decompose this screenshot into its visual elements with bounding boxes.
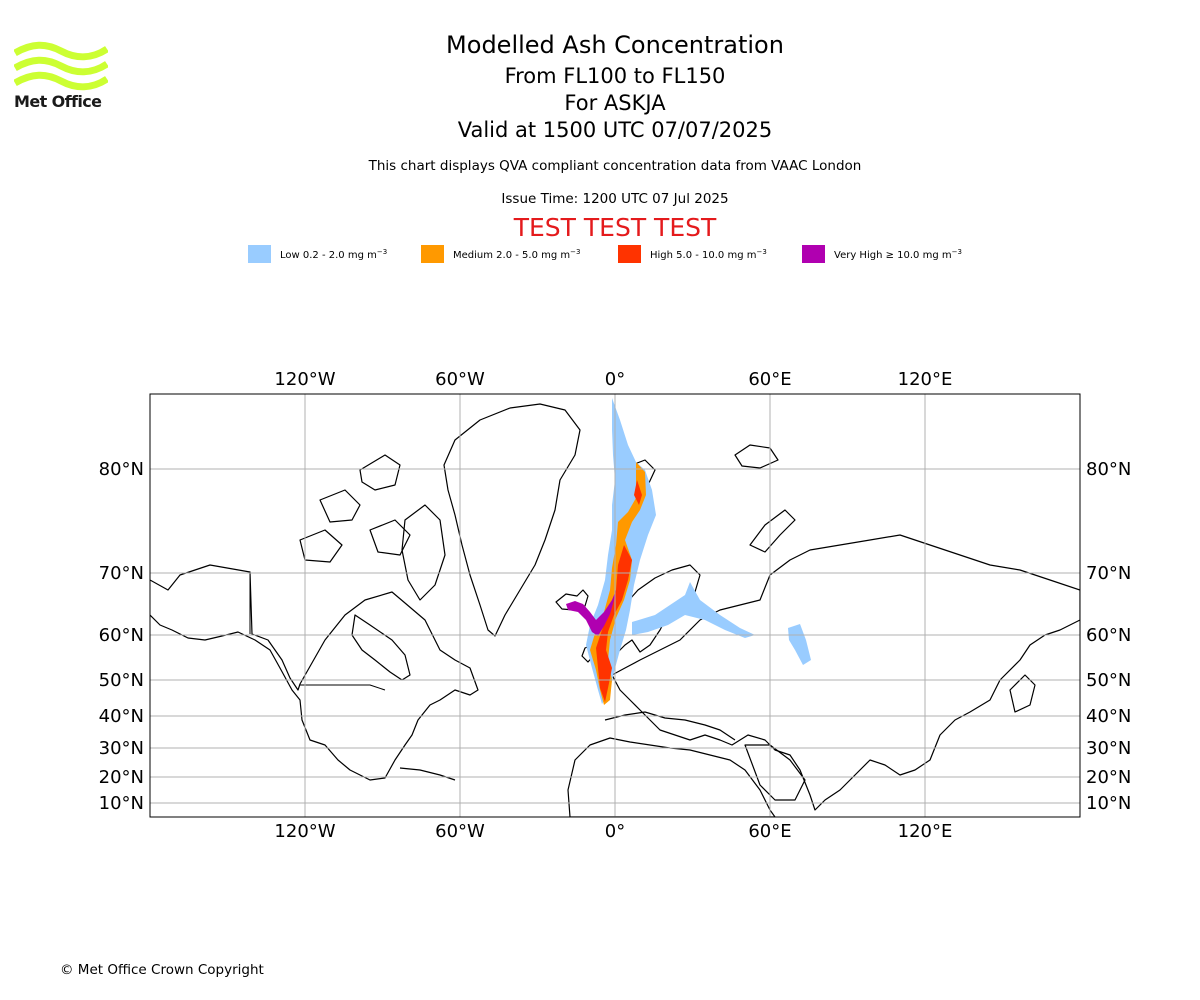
coast-mediterranean — [604, 711, 736, 741]
coast-greenland — [443, 403, 581, 637]
legend-item-very-high: Very High ≥ 10.0 mg m−3 — [802, 244, 962, 264]
border-us-canada — [300, 684, 386, 691]
met-office-logo — [14, 41, 108, 91]
legend-item-low: Low 0.2 - 2.0 mg m−3 — [248, 244, 387, 264]
coast-arctic-islands-1 — [319, 489, 361, 523]
legend-swatch-medium — [421, 245, 444, 263]
lat-label-left-30n: 30°N — [99, 738, 144, 759]
coastlines — [150, 403, 1080, 817]
lon-label-bottom-0: 0° — [605, 821, 625, 842]
lat-label-right-10n: 10°N — [1086, 793, 1131, 814]
legend-label-medium: Medium 2.0 - 5.0 mg m−3 — [453, 247, 581, 261]
ash-low-east — [632, 582, 755, 638]
coast-baffin — [401, 504, 446, 601]
lat-label-left-40n: 40°N — [99, 706, 144, 727]
lat-label-right-40n: 40°N — [1086, 706, 1131, 727]
coast-novaya-zemlya — [749, 509, 796, 553]
valid-time: Valid at 1500 UTC 07/07/2025 — [457, 118, 773, 142]
lat-label-left-10n: 10°N — [99, 793, 144, 814]
coast-hudson-bay — [351, 614, 411, 681]
lon-label-top-120e: 120°E — [898, 369, 953, 390]
lat-label-left-50n: 50°N — [99, 670, 144, 691]
issue-time: Issue Time: 1200 UTC 07 Jul 2025 — [501, 191, 729, 207]
ash-high-north — [634, 480, 642, 505]
lat-label-left-60n: 60°N — [99, 625, 144, 646]
lat-label-right-80n: 80°N — [1086, 459, 1131, 480]
legend-label-very-high: Very High ≥ 10.0 mg m−3 — [834, 247, 962, 261]
lat-label-left-20n: 20°N — [99, 767, 144, 788]
lon-label-bottom-120w: 120°W — [274, 821, 335, 842]
lat-label-right-60n: 60°N — [1086, 625, 1131, 646]
volcano-name: For ASKJA — [564, 91, 666, 115]
coast-iceland — [555, 589, 589, 611]
coast-arctic-islands-4 — [369, 519, 411, 556]
legend-label-high: High 5.0 - 10.0 mg m−3 — [650, 247, 767, 261]
lat-label-right-20n: 20°N — [1086, 767, 1131, 788]
ash-very-high — [566, 590, 616, 636]
coast-arctic-islands-2 — [359, 454, 401, 491]
lat-label-left-70n: 70°N — [99, 563, 144, 584]
compliance-note: This chart displays QVA compliant concen… — [368, 158, 862, 174]
map-frame — [149, 393, 1081, 818]
lon-label-top-0: 0° — [605, 369, 625, 390]
lon-label-bottom-60w: 60°W — [435, 821, 485, 842]
coast-japan — [1009, 674, 1036, 713]
lon-label-bottom-60e: 60°E — [748, 821, 791, 842]
coast-caribbean — [399, 767, 456, 781]
gridlines — [150, 394, 1080, 817]
lat-label-right-50n: 50°N — [1086, 670, 1131, 691]
copyright: © Met Office Crown Copyright — [60, 962, 264, 978]
ash-plume — [566, 398, 811, 705]
chart-title: Modelled Ash Concentration — [446, 31, 784, 59]
lat-label-right-70n: 70°N — [1086, 563, 1131, 584]
coast-north-america — [150, 564, 479, 781]
coast-africa — [567, 737, 776, 817]
legend-item-medium: Medium 2.0 - 5.0 mg m−3 — [421, 244, 580, 264]
legend-item-high: High 5.0 - 10.0 mg m−3 — [618, 244, 767, 264]
lat-label-left-80n: 80°N — [99, 459, 144, 480]
ash-low-ural — [788, 624, 811, 665]
legend-swatch-very-high — [802, 245, 825, 263]
lon-label-top-120w: 120°W — [274, 369, 335, 390]
coast-arctic-islands-3 — [299, 529, 343, 563]
lon-label-top-60e: 60°E — [748, 369, 791, 390]
logo-waves — [14, 41, 108, 91]
legend-label-low: Low 0.2 - 2.0 mg m−3 — [280, 247, 388, 261]
map-canvas — [150, 394, 1080, 817]
legend-swatch-high — [618, 245, 641, 263]
lon-label-bottom-120e: 120°E — [898, 821, 953, 842]
logo-text: Met Office — [14, 92, 102, 111]
lat-label-right-30n: 30°N — [1086, 738, 1131, 759]
coast-franz-josef — [734, 444, 779, 469]
test-banner: TEST TEST TEST — [513, 213, 717, 242]
coast-eurasia — [611, 534, 1080, 811]
legend-swatch-low — [248, 245, 271, 263]
ash-high-main — [596, 545, 632, 702]
flight-levels: From FL100 to FL150 — [504, 64, 726, 88]
coast-arabia — [744, 744, 806, 801]
lon-label-top-60w: 60°W — [435, 369, 485, 390]
